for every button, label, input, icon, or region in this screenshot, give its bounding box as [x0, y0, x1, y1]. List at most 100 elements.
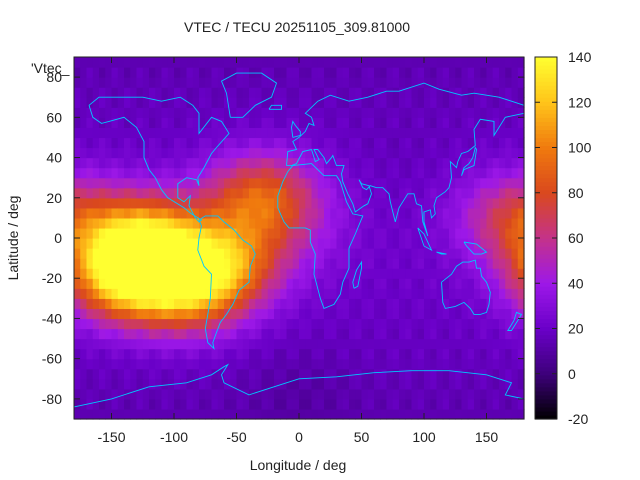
heatmap-cell: [436, 217, 444, 229]
colorbar-segment: [535, 274, 557, 279]
heatmap-cell: [349, 248, 356, 259]
heatmap-cell: [517, 137, 525, 149]
heatmap-cell: [342, 288, 350, 299]
colorbar-tick-label: 100: [568, 140, 592, 156]
heatmap-cell: [142, 328, 150, 340]
heatmap-cell: [292, 268, 300, 279]
heatmap-cell: [317, 197, 325, 209]
heatmap-cell: [192, 398, 200, 410]
heatmap-cell: [292, 298, 300, 309]
heatmap-cell: [492, 288, 500, 299]
heatmap-cell: [117, 127, 125, 139]
heatmap-cell: [199, 408, 206, 420]
heatmap-cell: [142, 258, 150, 269]
heatmap-cell: [211, 248, 219, 259]
colorbar-segment: [535, 410, 557, 416]
heatmap-cell: [261, 117, 269, 128]
heatmap-cell: [86, 358, 94, 370]
heatmap-cell: [217, 117, 225, 128]
heatmap-cell: [455, 197, 463, 209]
heatmap-cell: [405, 308, 413, 320]
heatmap-cell: [192, 77, 200, 88]
heatmap-cell: [124, 127, 131, 139]
heatmap-cell: [274, 258, 281, 269]
heatmap-cell: [180, 187, 188, 199]
heatmap-cell: [99, 328, 106, 340]
heatmap-cell: [274, 157, 281, 169]
heatmap-cell: [280, 328, 288, 340]
heatmap-cell: [342, 328, 350, 340]
heatmap-cell: [99, 107, 106, 118]
heatmap-cell: [74, 157, 81, 169]
heatmap-cell: [142, 408, 150, 420]
colorbar-segment: [535, 109, 557, 114]
heatmap-cell: [299, 137, 306, 149]
heatmap-cell: [492, 137, 500, 149]
heatmap-cell: [236, 398, 244, 410]
heatmap-cell: [374, 227, 381, 239]
heatmap-cell: [80, 207, 88, 219]
heatmap-cell: [267, 258, 275, 269]
heatmap-cell: [399, 248, 406, 259]
heatmap-cell: [224, 87, 231, 98]
heatmap-cell: [505, 358, 513, 370]
heatmap-cell: [499, 248, 506, 259]
heatmap-cell: [361, 137, 369, 149]
heatmap-cell: [236, 177, 244, 189]
heatmap-cell: [361, 398, 369, 410]
heatmap-cell: [142, 238, 150, 249]
heatmap-cell: [286, 137, 294, 149]
heatmap-cell: [380, 57, 388, 68]
heatmap-cell: [274, 348, 281, 360]
heatmap-cell: [255, 278, 263, 289]
heatmap-cell: [80, 298, 88, 309]
heatmap-cell: [174, 288, 181, 299]
heatmap-cell: [255, 117, 263, 128]
heatmap-cell: [180, 57, 188, 68]
heatmap-cell: [192, 278, 200, 289]
heatmap-cell: [399, 147, 406, 159]
heatmap-cell: [149, 238, 156, 249]
heatmap-cell: [442, 117, 450, 128]
heatmap-cell: [442, 368, 450, 380]
heatmap-cell: [349, 378, 356, 390]
heatmap-cell: [236, 157, 244, 169]
y-tick-label: -20: [42, 270, 62, 286]
heatmap-cell: [499, 217, 506, 229]
heatmap-cell: [442, 167, 450, 179]
heatmap-cell: [499, 408, 506, 420]
heatmap-cell: [161, 348, 169, 360]
heatmap-cell: [317, 137, 325, 149]
heatmap-cell: [336, 167, 344, 179]
heatmap-cell: [305, 378, 313, 390]
heatmap-cell: [505, 227, 513, 239]
heatmap-cell: [442, 268, 450, 279]
heatmap-cell: [467, 227, 475, 239]
heatmap-cell: [230, 238, 238, 249]
heatmap-cell: [224, 77, 231, 88]
heatmap-cell: [292, 147, 300, 159]
heatmap-cell: [105, 57, 113, 68]
heatmap-cell: [211, 177, 219, 189]
heatmap-cell: [486, 258, 494, 269]
heatmap-cell: [267, 127, 275, 139]
heatmap-cell: [492, 348, 500, 360]
heatmap-cell: [249, 328, 256, 340]
heatmap-cell: [286, 227, 294, 239]
heatmap-cell: [361, 258, 369, 269]
colorbar-segment: [535, 81, 557, 86]
heatmap-cell: [267, 338, 275, 350]
heatmap-cell: [155, 348, 163, 360]
heatmap-cell: [474, 328, 481, 340]
heatmap-cell: [330, 197, 338, 209]
heatmap-cell: [230, 308, 238, 320]
heatmap-cell: [199, 187, 206, 199]
heatmap-cell: [311, 348, 319, 360]
heatmap-cell: [392, 97, 400, 108]
heatmap-cell: [167, 97, 175, 108]
heatmap-cell: [505, 298, 513, 309]
heatmap-cell: [342, 57, 350, 68]
heatmap-cell: [286, 57, 294, 68]
heatmap-cell: [142, 308, 150, 320]
heatmap-cell: [317, 398, 325, 410]
